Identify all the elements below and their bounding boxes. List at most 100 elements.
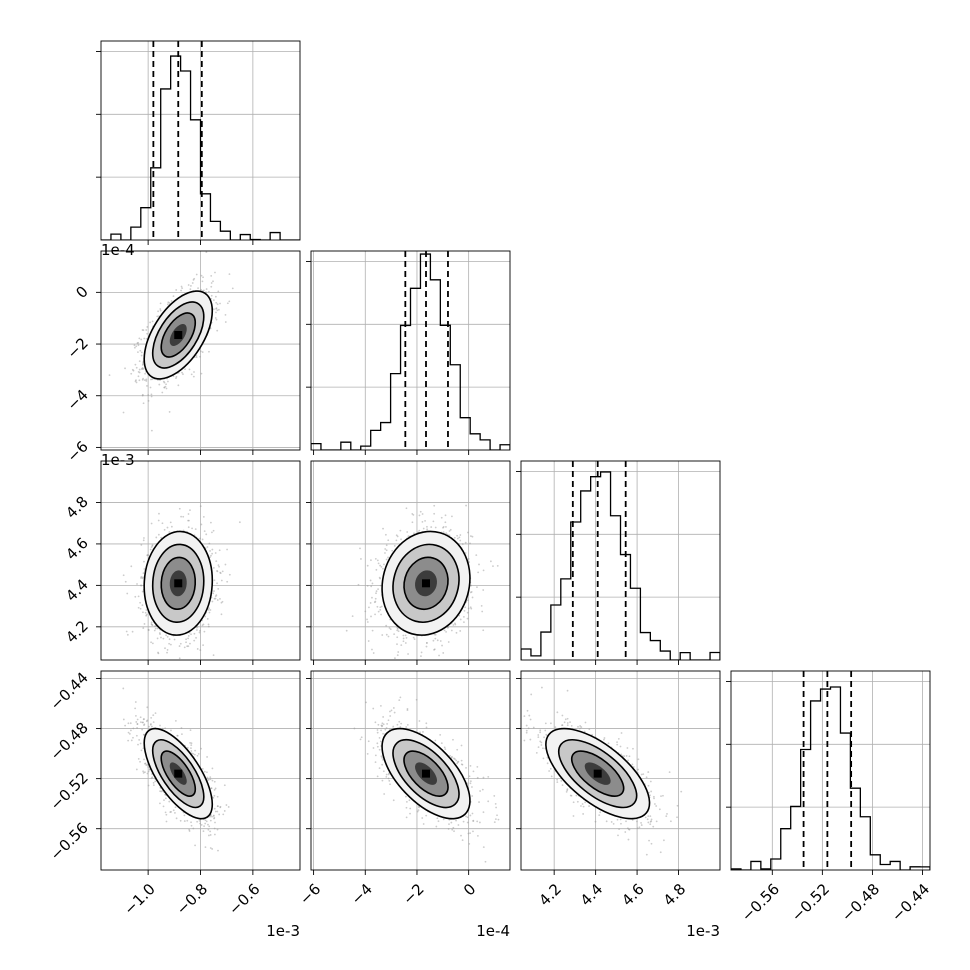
scatter-point xyxy=(206,618,209,620)
scatter-point xyxy=(380,605,383,608)
scatter-point xyxy=(214,597,217,600)
scatter-point xyxy=(370,615,372,618)
scatter-point xyxy=(187,526,190,529)
scatter-point xyxy=(396,629,399,632)
scatter-point xyxy=(157,519,160,522)
scatter-point xyxy=(139,607,142,610)
scatter-point xyxy=(375,590,378,593)
scatter-point xyxy=(192,375,195,378)
scatter-point xyxy=(212,567,215,569)
scatter-point xyxy=(177,384,180,387)
panel-2d xyxy=(108,251,234,432)
scatter-point xyxy=(443,629,446,632)
scatter-point xyxy=(145,380,148,382)
scatter-point xyxy=(163,381,166,384)
scatter-point xyxy=(219,597,221,600)
scatter-point xyxy=(400,538,402,541)
scatter-point xyxy=(200,288,203,291)
panel-2d xyxy=(122,687,230,852)
scatter-point xyxy=(143,623,146,625)
scatter-point xyxy=(190,633,192,636)
scatter-point xyxy=(406,531,409,533)
scatter-point xyxy=(212,280,214,283)
scatter-point xyxy=(168,642,171,645)
scatter-point xyxy=(193,277,196,280)
scatter-point xyxy=(141,394,144,397)
scatter-point xyxy=(400,644,403,647)
scatter-point xyxy=(470,584,473,587)
scatter-point xyxy=(199,505,202,508)
contour-line xyxy=(403,556,449,611)
scatter-point xyxy=(454,622,456,625)
scatter-point xyxy=(447,641,450,643)
scatter-point xyxy=(405,507,408,510)
scatter-point xyxy=(195,636,197,639)
scatter-point xyxy=(164,647,166,650)
scatter-point xyxy=(204,819,207,822)
scatter-point xyxy=(214,552,217,554)
scatter-point xyxy=(132,727,135,730)
scatter-point xyxy=(140,354,143,357)
scatter-point xyxy=(366,618,368,621)
scatter-point xyxy=(207,623,210,626)
scatter-point xyxy=(145,378,148,381)
scatter-point xyxy=(216,329,219,332)
scatter-point xyxy=(169,521,172,524)
scatter-point xyxy=(366,584,369,587)
scatter-point xyxy=(149,548,152,551)
scatter-point xyxy=(420,655,422,657)
scatter-point xyxy=(137,757,140,760)
scatter-point xyxy=(188,519,190,522)
contour-line xyxy=(160,312,197,358)
scatter-point xyxy=(194,749,197,752)
scatter-point xyxy=(167,301,170,304)
scatter-point xyxy=(444,514,447,517)
scatter-point xyxy=(196,648,199,650)
scatter-point xyxy=(130,565,133,568)
scatter-point xyxy=(209,830,212,833)
scatter-point xyxy=(142,539,145,542)
scatter-point xyxy=(210,554,212,557)
scatter-point xyxy=(425,642,428,644)
scatter-point xyxy=(466,531,469,534)
scatter-point xyxy=(166,635,169,638)
scatter-point xyxy=(453,536,456,539)
scatter-point xyxy=(145,337,148,340)
scatter-point xyxy=(369,602,372,604)
scatter-point xyxy=(211,548,214,551)
scatter-point xyxy=(182,373,184,376)
scatter-point xyxy=(224,563,227,566)
scatter-point xyxy=(146,706,149,709)
scatter-point xyxy=(190,373,193,376)
scatter-point xyxy=(158,512,160,515)
scatter-point xyxy=(166,303,169,306)
scatter-point xyxy=(204,846,207,848)
scatter-point xyxy=(216,810,219,813)
scatter-point xyxy=(209,778,212,781)
scatter-point xyxy=(207,834,210,837)
scatter-point xyxy=(141,590,144,593)
scatter-point xyxy=(374,613,376,616)
scatter-point xyxy=(150,393,153,396)
scatter-point xyxy=(195,356,198,359)
scatter-point xyxy=(385,624,388,627)
scatter-point xyxy=(122,574,125,577)
scatter-point xyxy=(217,564,220,567)
scatter-point xyxy=(450,629,453,632)
scatter-point xyxy=(159,790,161,793)
scatter-point xyxy=(461,543,464,545)
scatter-point xyxy=(181,371,183,374)
scatter-point xyxy=(385,549,388,552)
scatter-point xyxy=(396,636,399,639)
scatter-point xyxy=(140,576,143,578)
scatter-point xyxy=(209,834,212,836)
scatter-point xyxy=(143,379,146,382)
scatter-point xyxy=(168,638,171,641)
scatter-point xyxy=(205,820,208,823)
scatter-point xyxy=(187,637,190,640)
scatter-point xyxy=(203,630,206,633)
scatter-point xyxy=(146,385,148,387)
scatter-point xyxy=(404,634,407,637)
scatter-point xyxy=(165,634,168,637)
scatter-point xyxy=(162,805,165,808)
